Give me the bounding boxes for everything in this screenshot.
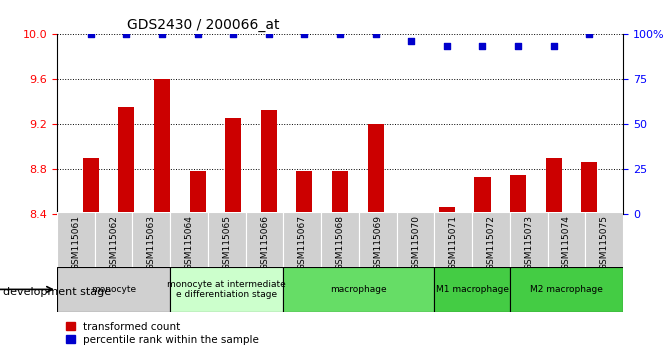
Bar bbox=[190, 171, 206, 214]
Bar bbox=[57, 267, 170, 312]
Text: monocyte: monocyte bbox=[91, 285, 136, 294]
Bar bbox=[94, 212, 133, 267]
Bar bbox=[154, 79, 170, 214]
Point bbox=[513, 44, 523, 49]
Text: GSM115066: GSM115066 bbox=[260, 215, 269, 270]
Bar bbox=[321, 212, 359, 267]
Point bbox=[584, 31, 595, 36]
Text: GSM115074: GSM115074 bbox=[562, 215, 571, 270]
Text: GSM115073: GSM115073 bbox=[524, 215, 533, 270]
Text: development stage: development stage bbox=[3, 287, 111, 297]
Bar bbox=[397, 212, 434, 267]
Text: GSM115067: GSM115067 bbox=[297, 215, 307, 270]
Point bbox=[334, 31, 345, 36]
Point bbox=[228, 31, 239, 36]
Bar bbox=[283, 267, 434, 312]
Bar bbox=[434, 267, 510, 312]
Bar bbox=[547, 212, 586, 267]
Bar bbox=[170, 267, 283, 312]
Bar bbox=[472, 212, 510, 267]
Text: GSM115070: GSM115070 bbox=[411, 215, 420, 270]
Bar bbox=[510, 212, 547, 267]
Text: GSM115061: GSM115061 bbox=[71, 215, 80, 270]
Point bbox=[477, 44, 488, 49]
Bar bbox=[261, 110, 277, 214]
Text: GSM115062: GSM115062 bbox=[109, 215, 118, 270]
Bar bbox=[439, 207, 455, 214]
Bar bbox=[246, 212, 283, 267]
Bar bbox=[170, 212, 208, 267]
Point bbox=[263, 31, 274, 36]
Text: GSM115069: GSM115069 bbox=[373, 215, 383, 270]
Point bbox=[192, 31, 203, 36]
Point bbox=[442, 44, 452, 49]
Text: M1 macrophage: M1 macrophage bbox=[436, 285, 509, 294]
Bar bbox=[332, 171, 348, 214]
Text: GSM115064: GSM115064 bbox=[184, 215, 194, 270]
Point bbox=[299, 31, 310, 36]
Bar bbox=[510, 267, 623, 312]
Bar bbox=[208, 212, 246, 267]
Point bbox=[85, 31, 96, 36]
Bar bbox=[359, 212, 397, 267]
Text: GSM115071: GSM115071 bbox=[449, 215, 458, 270]
Bar bbox=[434, 212, 472, 267]
Bar bbox=[82, 158, 98, 214]
Bar bbox=[283, 212, 321, 267]
Text: GSM115075: GSM115075 bbox=[600, 215, 609, 270]
Text: M2 macrophage: M2 macrophage bbox=[530, 285, 603, 294]
Text: GSM115063: GSM115063 bbox=[147, 215, 156, 270]
Text: macrophage: macrophage bbox=[330, 285, 387, 294]
Text: GSM115072: GSM115072 bbox=[486, 215, 496, 270]
Bar bbox=[510, 175, 526, 214]
Text: monocyte at intermediate
e differentiation stage: monocyte at intermediate e differentiati… bbox=[168, 280, 286, 299]
Bar bbox=[582, 162, 598, 214]
Bar bbox=[57, 212, 94, 267]
Bar bbox=[133, 212, 170, 267]
Bar bbox=[368, 124, 384, 214]
Text: GDS2430 / 200066_at: GDS2430 / 200066_at bbox=[127, 18, 280, 32]
Bar bbox=[296, 171, 312, 214]
Bar bbox=[474, 177, 490, 214]
Bar bbox=[225, 118, 241, 214]
Bar bbox=[119, 107, 134, 214]
Point bbox=[406, 38, 417, 44]
Point bbox=[371, 31, 381, 36]
Legend: transformed count, percentile rank within the sample: transformed count, percentile rank withi… bbox=[62, 317, 263, 349]
Point bbox=[157, 31, 168, 36]
Point bbox=[548, 44, 559, 49]
Bar bbox=[586, 212, 623, 267]
Bar bbox=[546, 158, 561, 214]
Point bbox=[121, 31, 132, 36]
Text: GSM115065: GSM115065 bbox=[222, 215, 231, 270]
Text: GSM115068: GSM115068 bbox=[336, 215, 344, 270]
